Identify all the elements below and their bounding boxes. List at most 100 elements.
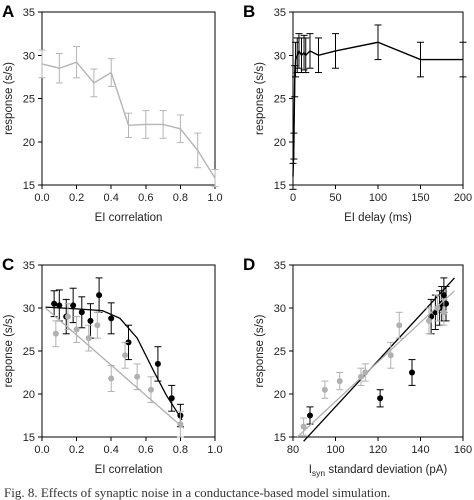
data-point <box>122 352 129 359</box>
x-axis-label: Isyn standard deviation (pA) <box>309 464 448 478</box>
data-point <box>147 386 154 393</box>
x-tick-label: 0.8 <box>173 444 188 456</box>
y-axis-label: response (s/s) <box>3 314 15 387</box>
data-point <box>438 300 445 307</box>
data-point <box>78 309 85 316</box>
x-tick-label: 0.8 <box>173 192 188 204</box>
data-point <box>52 330 59 337</box>
y-tick-label: 35 <box>274 7 286 19</box>
data-point <box>108 315 115 322</box>
x-tick-label: 0.0 <box>34 192 49 204</box>
data-point <box>177 421 184 428</box>
fit-line <box>296 290 455 438</box>
data-point <box>440 292 447 299</box>
y-tick-label: 15 <box>23 180 35 192</box>
data-point <box>94 322 101 329</box>
x-tick-label: 0.4 <box>104 444 119 456</box>
y-axis-label: response (s/s) <box>254 314 266 387</box>
y-tick-label: 25 <box>23 94 35 106</box>
data-point <box>300 423 307 430</box>
data-point <box>434 305 441 311</box>
y-tick-label: 20 <box>274 137 286 149</box>
data-point <box>87 317 94 324</box>
x-tick-label: 0.0 <box>34 444 49 456</box>
panel-c-letter: C <box>2 255 14 274</box>
data-point <box>134 373 141 380</box>
y-tick-label: 30 <box>274 50 286 62</box>
figure-caption: Fig. 8. Effects of synaptic noise in a c… <box>4 485 390 500</box>
y-tick-label: 15 <box>274 180 286 192</box>
x-tick-label: 1.0 <box>207 192 222 204</box>
data-point <box>443 300 449 307</box>
fit-line <box>45 307 185 429</box>
x-axis-label-subscript: syn <box>312 468 326 478</box>
y-tick-label: 35 <box>23 260 35 272</box>
x-axis-label: EI correlation <box>95 464 163 476</box>
data-point <box>426 317 432 324</box>
y-tick-label: 25 <box>274 94 286 106</box>
data-point <box>70 302 77 309</box>
panel-a: A 0.0 0.2 0.4 0.6 0.8 1.0 15 20 25 30 35 EI correla… <box>2 2 223 224</box>
data-point <box>362 369 369 376</box>
x-tick-label: 0.6 <box>138 192 153 204</box>
y-tick-label: 25 <box>23 346 35 358</box>
panel-d-letter: D <box>243 255 255 274</box>
x-tick-label: 50 <box>329 192 341 204</box>
y-tick-label: 25 <box>274 346 286 358</box>
data-point <box>85 335 92 342</box>
y-tick-label: 20 <box>23 137 35 149</box>
data-point <box>168 395 175 402</box>
y-tick-label: 20 <box>23 389 35 401</box>
x-tick-label: 1.0 <box>207 444 222 456</box>
x-tick-label: 0.4 <box>104 192 119 204</box>
data-point <box>377 395 384 402</box>
data-point <box>51 300 58 307</box>
x-axis-label-rest: standard deviation (pA) <box>325 464 447 476</box>
x-axis-label: EI correlation <box>95 212 163 224</box>
data-point <box>108 375 115 382</box>
x-tick-label: 200 <box>454 192 472 204</box>
x-tick-label: 160 <box>454 444 472 456</box>
panel-b: B 0 50 100 150 200 15 20 25 30 35 EI delay (ms) res… <box>243 2 472 224</box>
data-point <box>307 412 313 419</box>
data-point <box>56 302 63 309</box>
panel-a-letter: A <box>2 2 14 21</box>
data-point <box>387 352 394 359</box>
data-point <box>321 386 328 393</box>
x-axis-label: EI delay (ms) <box>344 212 412 224</box>
data-point <box>440 309 447 316</box>
y-tick-label: 30 <box>23 303 35 315</box>
x-tick-label: 0.2 <box>69 444 84 456</box>
x-axis-label-main: I <box>309 464 312 476</box>
plot-frame <box>41 11 216 186</box>
y-axis-label: response (s/s) <box>3 62 15 135</box>
x-tick-label: 140 <box>411 444 429 456</box>
data-point <box>358 373 364 380</box>
y-tick-label: 30 <box>274 303 286 315</box>
y-axis-label: response (s/s) <box>254 62 266 135</box>
data-point <box>396 322 403 329</box>
data-point <box>73 326 80 333</box>
panel-c: C 0.0 0.2 0.4 0.6 0.8 1.0 15 20 25 30 35 EI correla… <box>2 255 223 476</box>
x-tick-label: 0.2 <box>69 192 84 204</box>
x-tick-label: 0 <box>290 192 296 204</box>
y-tick-label: 15 <box>274 432 286 444</box>
x-tick-label: 100 <box>369 192 387 204</box>
x-tick-label: 150 <box>411 192 429 204</box>
x-tick-label: 100 <box>326 444 344 456</box>
y-tick-label: 30 <box>23 50 35 62</box>
data-point <box>96 292 103 299</box>
x-tick-label: 80 <box>287 444 299 456</box>
panel-d: D 80 100 120 140 160 15 20 25 30 35 Isyn standard … <box>243 255 472 478</box>
data-point <box>336 378 343 385</box>
x-tick-label: 120 <box>369 444 387 456</box>
y-tick-label: 35 <box>274 260 286 272</box>
data-point <box>409 369 415 376</box>
x-tick-label: 0.6 <box>138 444 153 456</box>
y-tick-label: 35 <box>23 7 35 19</box>
data-point <box>64 313 71 320</box>
data-point <box>154 360 161 367</box>
y-tick-label: 20 <box>274 389 286 401</box>
fit-line <box>303 277 455 442</box>
